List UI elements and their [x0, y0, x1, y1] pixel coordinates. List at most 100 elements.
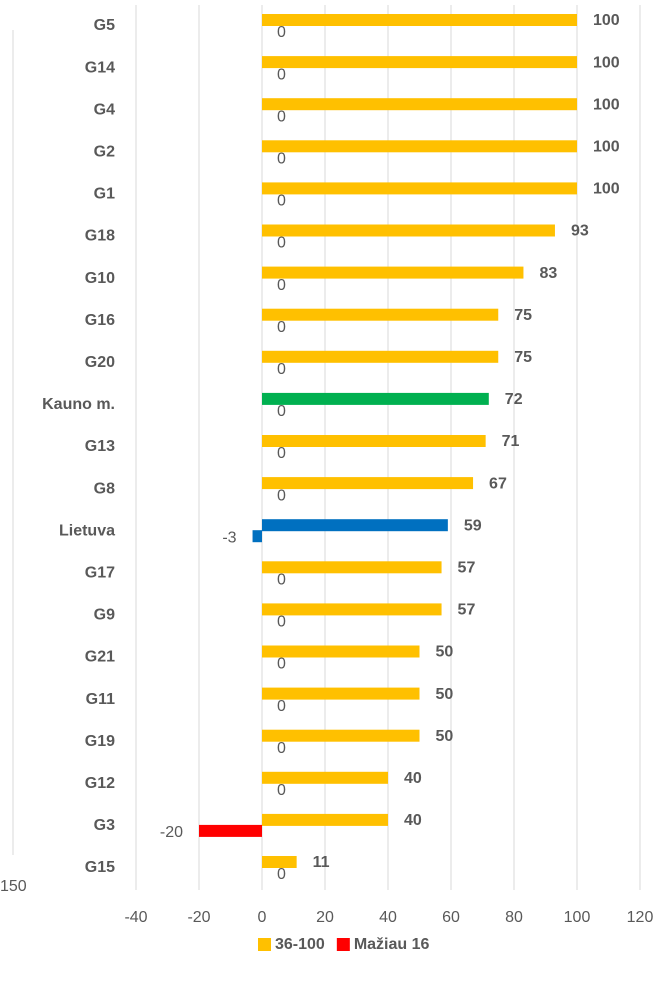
- x-tick-label: 20: [316, 909, 334, 926]
- bar: [262, 140, 577, 153]
- legend-swatch: [336, 938, 350, 951]
- legend-swatch: [258, 938, 271, 951]
- y-tick-label: G18: [85, 228, 115, 245]
- y-tick-label: G13: [85, 438, 115, 455]
- value-label: 0: [277, 656, 286, 673]
- y-tick-label: G12: [85, 775, 115, 792]
- y-tick-label: G20: [85, 354, 115, 371]
- y-tick-label: G5: [94, 17, 115, 34]
- value-label: 0: [277, 193, 286, 210]
- value-label: 0: [277, 698, 286, 715]
- legend-label: 36-100: [275, 936, 325, 953]
- bar: [199, 824, 262, 837]
- legend-label: Mažiau 16: [354, 936, 430, 953]
- bar: [262, 350, 499, 363]
- x-tick-label: 100: [564, 909, 591, 926]
- y-tick-label: G2: [94, 144, 115, 161]
- y-tick-label: G17: [85, 565, 115, 582]
- x-tick-label: 0: [258, 909, 267, 926]
- value-label: 0: [277, 572, 286, 589]
- value-label: 83: [539, 265, 557, 282]
- x-tick-label: 60: [442, 909, 460, 926]
- y-tick-label: G9: [94, 607, 115, 624]
- bar: [262, 56, 577, 69]
- x-tick-label: -40: [124, 909, 147, 926]
- bar: [262, 477, 474, 490]
- y-tick-label: G8: [94, 480, 115, 497]
- x-tick-label: 80: [505, 909, 523, 926]
- value-label: 0: [277, 782, 286, 799]
- y-tick-label: G4: [94, 101, 115, 118]
- value-label: 0: [277, 614, 286, 631]
- bar: [262, 182, 577, 195]
- bar: [262, 14, 577, 26]
- bar: [262, 392, 489, 405]
- value-label: 11: [313, 854, 330, 871]
- value-label: 0: [277, 24, 286, 41]
- value-label: 100: [593, 96, 620, 113]
- y-tick-label: G16: [85, 312, 115, 329]
- value-label: 93: [571, 223, 589, 240]
- value-label: 40: [404, 770, 422, 787]
- y-tick-label: G1: [94, 186, 115, 203]
- value-label: 0: [277, 487, 286, 504]
- bar: [252, 530, 262, 543]
- bar: [262, 435, 486, 447]
- value-label: 50: [436, 686, 454, 703]
- bar: [262, 519, 448, 532]
- value-label: 0: [277, 445, 286, 462]
- y-tick-label: G14: [85, 59, 115, 76]
- value-label: 100: [593, 12, 620, 29]
- value-label: 57: [458, 560, 476, 577]
- value-label: 72: [505, 391, 523, 408]
- value-label: 0: [277, 108, 286, 125]
- bar: [262, 856, 297, 868]
- bar: [262, 266, 524, 279]
- y-tick-label: Kauno m.: [42, 396, 115, 413]
- value-label: 50: [436, 728, 454, 745]
- value-label: 40: [404, 812, 422, 829]
- value-label: 100: [593, 139, 620, 156]
- fragment-label: 150: [0, 878, 27, 895]
- value-label: 0: [277, 740, 286, 757]
- value-label: 100: [593, 181, 620, 198]
- bar: [262, 98, 577, 111]
- value-label: 0: [277, 403, 286, 420]
- value-label: 59: [464, 517, 482, 534]
- value-label: 0: [277, 319, 286, 336]
- bar: [262, 561, 442, 574]
- value-label: 67: [489, 475, 507, 492]
- y-tick-label: G3: [94, 817, 115, 834]
- value-label: 0: [277, 866, 286, 883]
- value-label: 50: [436, 644, 454, 661]
- value-label: 0: [277, 66, 286, 83]
- y-tick-label: G11: [86, 691, 115, 708]
- bar: [262, 813, 388, 826]
- x-tick-label: 40: [379, 909, 397, 926]
- value-label: 75: [514, 349, 532, 366]
- value-label: 100: [593, 54, 620, 71]
- y-tick-label: Lietuva: [59, 522, 115, 539]
- bar: [262, 603, 442, 616]
- bar: [262, 687, 420, 700]
- value-label: 57: [458, 602, 476, 619]
- bar: [262, 308, 499, 321]
- value-label: 0: [277, 151, 286, 168]
- value-label: 0: [277, 361, 286, 378]
- y-tick-label: G21: [85, 649, 115, 666]
- bar: [262, 771, 388, 784]
- y-tick-label: G10: [85, 270, 115, 287]
- value-label: 0: [277, 235, 286, 252]
- x-tick-label: -20: [187, 909, 210, 926]
- value-label: -3: [222, 529, 236, 546]
- x-tick-label: 120: [627, 909, 654, 926]
- bar: [262, 645, 420, 658]
- value-label: 71: [502, 433, 520, 450]
- bar: [262, 729, 420, 742]
- y-tick-label: G15: [85, 859, 115, 876]
- y-tick-label: G19: [85, 733, 115, 750]
- value-label: 75: [514, 307, 532, 324]
- value-label: -20: [160, 824, 183, 841]
- bar: [262, 224, 555, 237]
